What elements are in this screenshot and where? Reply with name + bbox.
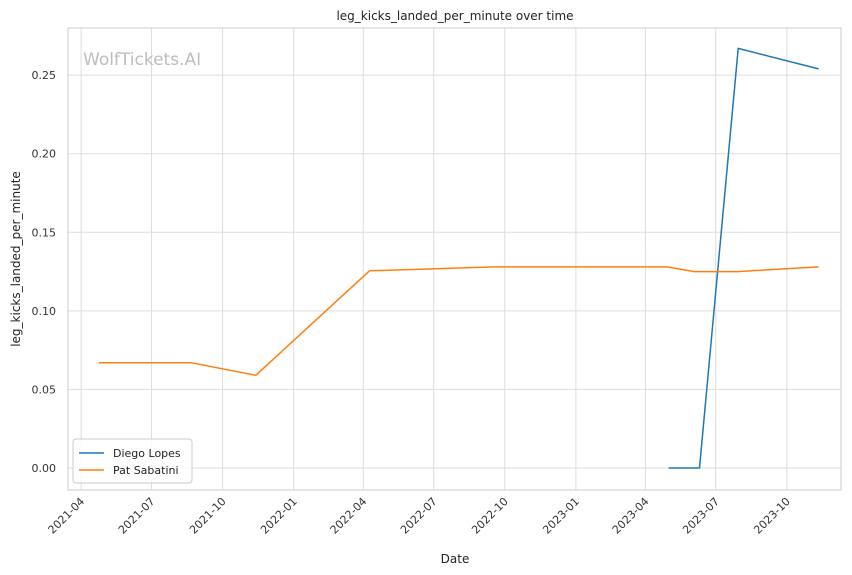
x-tick-label: 2023-10	[751, 495, 793, 537]
x-tick-label: 2021-04	[46, 495, 88, 537]
x-tick-label: 2021-07	[116, 495, 158, 537]
x-tick-label: 2022-07	[398, 495, 440, 537]
legend-label: Diego Lopes	[113, 447, 181, 460]
y-tick-label: 0.25	[32, 69, 57, 82]
series-line-diego-lopes	[668, 47, 819, 469]
series-line-pat-sabatini	[98, 266, 819, 377]
x-tick-label: 2023-01	[540, 495, 582, 537]
y-axis-label: leg_kicks_landed_per_minute	[9, 171, 23, 347]
y-tick-label: 0.20	[32, 148, 57, 161]
x-tick-label: 2023-07	[680, 495, 722, 537]
x-tick-label: 2022-10	[469, 495, 511, 537]
y-tick-label: 0.15	[32, 226, 57, 239]
legend-box	[72, 438, 193, 484]
x-tick-labels: 2021-04 2021-07 2021-10 2022-01 2022-04 2022-…	[46, 495, 793, 537]
grid	[68, 28, 841, 490]
series-lines	[98, 47, 819, 469]
watermark: WolfTickets.AI	[83, 50, 201, 70]
plot-frame	[67, 27, 842, 491]
x-tick-label: 2021-10	[187, 495, 229, 537]
y-tick-label: 0.05	[32, 383, 57, 396]
x-axis-label: Date	[441, 552, 470, 566]
legend: Diego Lopes Pat Sabatini	[72, 438, 193, 484]
legend-label: Pat Sabatini	[113, 464, 179, 477]
x-tick-label: 2022-04	[328, 495, 370, 537]
chart-title: leg_kicks_landed_per_minute over time	[336, 9, 573, 23]
x-tick-label: 2022-01	[258, 495, 300, 537]
y-tick-labels: 0.00 0.05 0.10 0.15 0.20 0.25	[32, 69, 57, 475]
y-tick-label: 0.00	[32, 462, 57, 475]
x-tick-label: 2023-04	[610, 495, 652, 537]
y-tick-label: 0.10	[32, 305, 57, 318]
